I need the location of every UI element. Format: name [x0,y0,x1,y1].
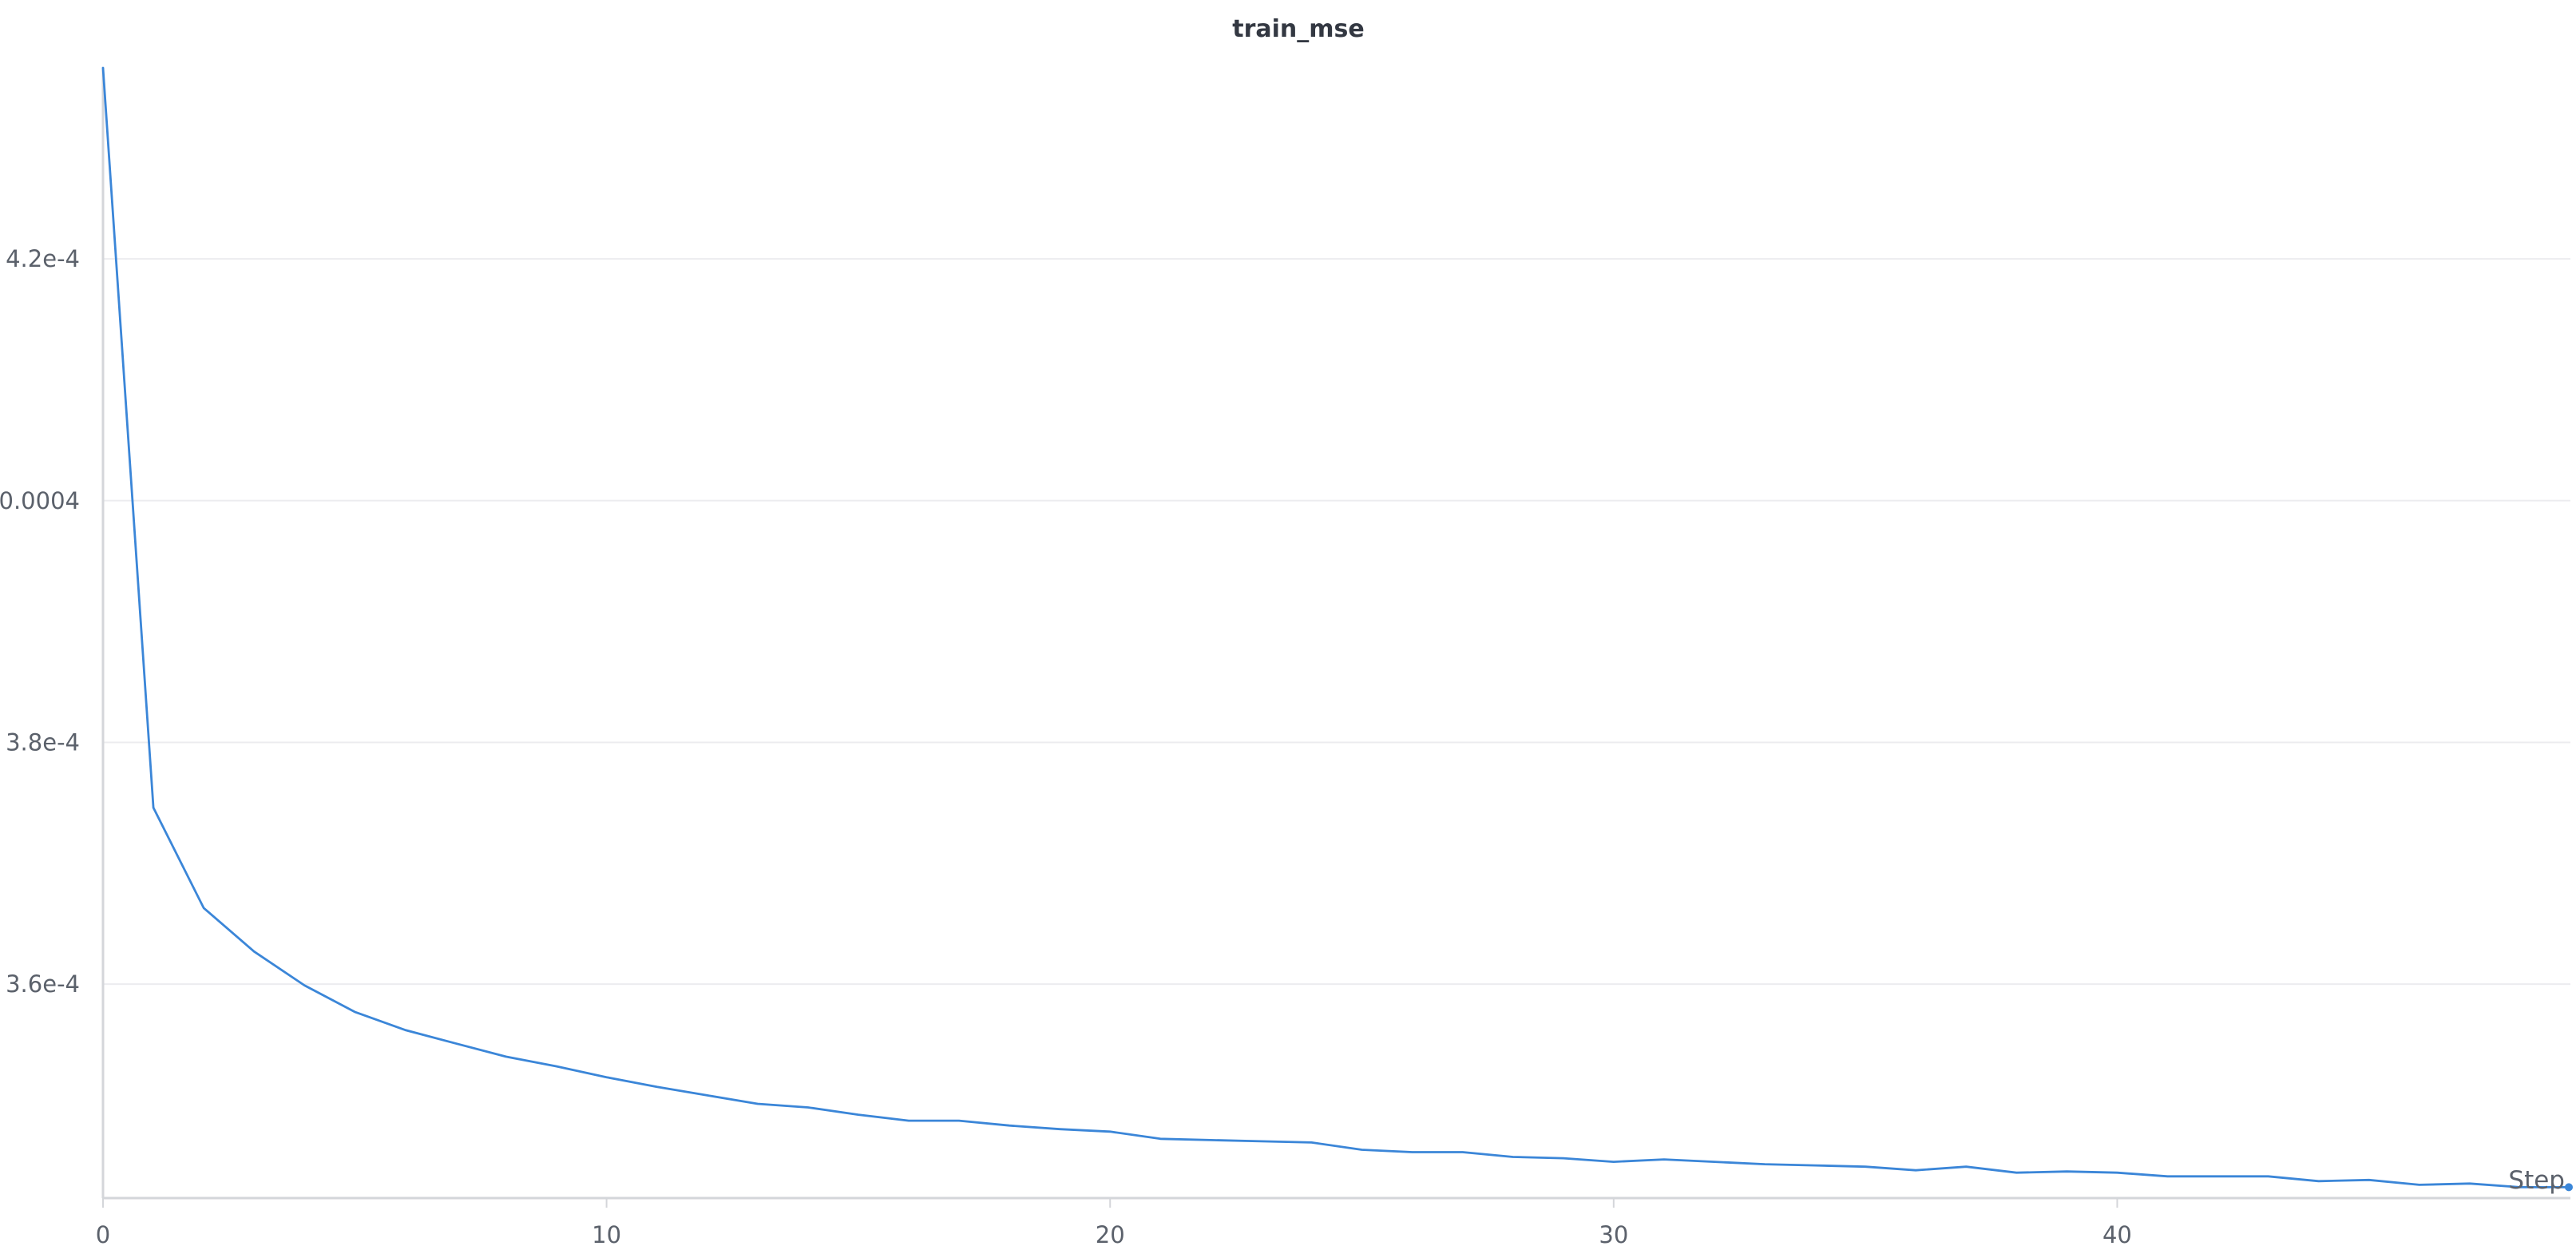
data-point [2316,1178,2322,1184]
axes [101,68,2570,1208]
data-point [301,982,307,989]
data-point [906,1117,912,1124]
data-point [1912,1167,1919,1173]
x-tick-label: 40 [2102,1221,2132,1246]
data-point [1107,1129,1113,1135]
data-point [1006,1122,1013,1129]
data-point [654,1084,660,1090]
data-point [1157,1136,1163,1142]
data-point [1359,1146,1365,1153]
data-point [1862,1164,1869,1170]
data-point [1308,1139,1314,1145]
x-tick-label: 30 [1599,1221,1628,1246]
data-point [2215,1173,2221,1180]
data-point [1258,1138,1264,1145]
data-point [855,1112,862,1118]
data-point [402,1027,408,1034]
data-point [755,1101,761,1107]
data-point [200,905,207,911]
x-axis-label: Step [2508,1166,2565,1195]
y-tick-label: 4.2e-4 [6,245,80,272]
data-point [1762,1161,1768,1168]
data-point [553,1063,560,1069]
data-point [1560,1155,1567,1161]
chart-title: train_mse [1232,15,1364,43]
data-point [1661,1157,1667,1163]
series-line [101,66,2572,1188]
data-point [1409,1149,1416,1155]
y-tick-label: 3.8e-4 [6,728,80,756]
data-point [150,804,157,811]
data-point [1611,1159,1617,1165]
data-point [604,1074,610,1081]
data-point [1056,1126,1063,1133]
data-point [2416,1181,2423,1188]
data-point [1510,1154,1516,1161]
data-point [452,1040,458,1046]
data-point [2265,1173,2272,1180]
y-tick-label: 3.6e-4 [6,970,80,998]
data-point [502,1054,509,1060]
data-point [2165,1173,2171,1180]
data-point [805,1104,811,1110]
data-point [251,948,257,954]
data-point [2366,1177,2372,1183]
data-point [1812,1162,1818,1169]
y-tick-label: 0.0004 [0,487,80,514]
data-point [704,1092,711,1098]
series-end-marker [2565,1183,2573,1192]
data-point [956,1117,962,1124]
data-point [2467,1181,2473,1187]
data-point [1963,1164,1969,1170]
series-layer [100,65,2573,1192]
x-tick-label: 0 [96,1221,110,1246]
data-point [1711,1159,1718,1165]
x-tick-label: 10 [592,1221,621,1246]
grid-lines [103,258,2570,986]
data-point [100,65,106,71]
data-point [2063,1169,2070,1175]
tick-labels: 3.6e-4 3.8e-4 0.0004 4.2e-4 0 10 20 30 40 [0,245,2132,1246]
data-point [2013,1169,2019,1176]
data-point [2114,1169,2120,1176]
x-tick-label: 20 [1096,1221,1125,1246]
data-point [1460,1149,1466,1155]
data-point [351,1009,358,1015]
data-point [1207,1137,1214,1143]
